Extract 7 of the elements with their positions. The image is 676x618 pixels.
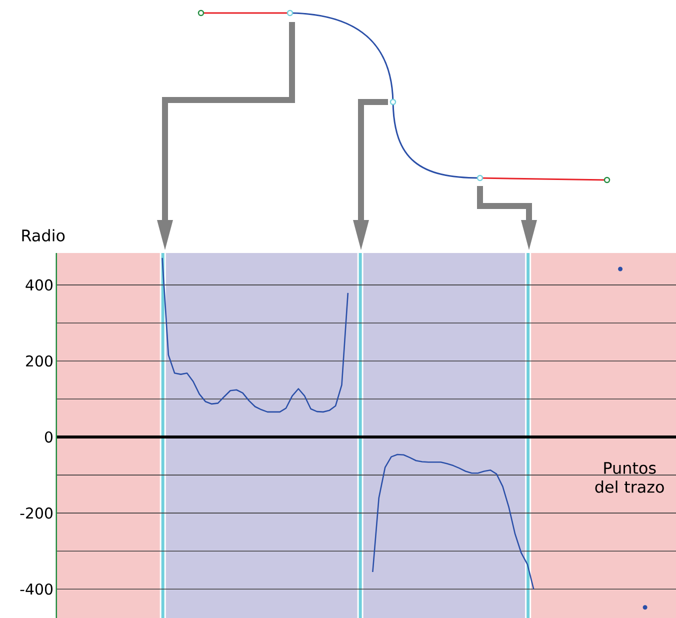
y-tick-label: 200 bbox=[26, 355, 52, 367]
y-tick-label: -400 bbox=[20, 583, 52, 595]
y-tick-label: -200 bbox=[20, 507, 52, 519]
y-tick-label: 0 bbox=[44, 431, 52, 443]
x-axis-title: Puntos del trazo bbox=[595, 462, 664, 493]
y-axis-title: Radio bbox=[22, 229, 65, 242]
y-tick-label: 400 bbox=[26, 279, 52, 291]
